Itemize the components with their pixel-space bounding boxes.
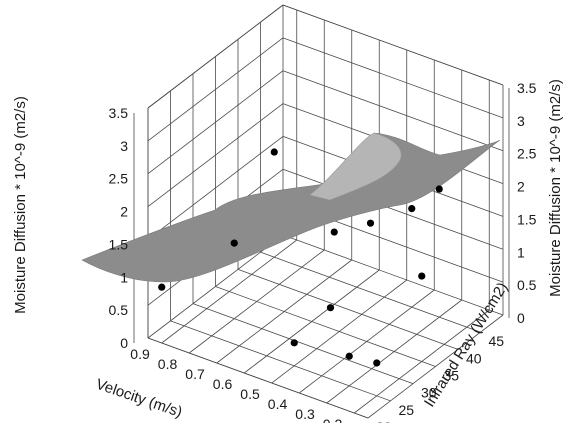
x-tick-label: 0.3 (295, 406, 315, 422)
x-tick-label: 0.4 (268, 396, 288, 412)
data-point (435, 185, 443, 193)
z-tick-label-right: 2.5 (517, 146, 537, 162)
z-tick-label-right: 2 (517, 179, 525, 195)
grid-line (147, 103, 284, 207)
x-tick-label: 0.6 (213, 376, 233, 392)
frame-edge (147, 4, 284, 109)
data-point (366, 219, 375, 227)
z-tick-label-left: 2 (120, 204, 128, 220)
grid-line (147, 136, 284, 240)
tick-labels: 0 0.5 1 1.5 2 2.5 3 3.5 0 0.5 1 1.5 2 2.5 3 3.5 0.9 0.8 0.… (109, 80, 537, 423)
data-point (418, 272, 426, 280)
x-axis-label: Velocity (m/s) (94, 376, 185, 421)
frame-edge (147, 337, 369, 419)
data-point (345, 352, 353, 360)
data-point (158, 283, 166, 291)
data-point (230, 239, 238, 247)
z-tick-label-left: 1.5 (109, 236, 129, 252)
grid-line (192, 303, 414, 385)
data-point (408, 204, 416, 213)
x-tick-label: 0.7 (185, 366, 205, 382)
z-axis-label-left: Moisture Diffusion * 10^-9 (m2/s) (12, 96, 29, 314)
x-tick-label: 0.8 (158, 356, 178, 372)
z-axis-label-right: Moisture Diffusion * 10^-9 (m2/s) (547, 79, 564, 297)
y-tick-label: 20 (376, 419, 392, 423)
y-tick-label: 35 (444, 368, 460, 384)
grid-line (282, 70, 504, 152)
grid-line (215, 286, 436, 367)
y-tick-label: 45 (489, 333, 505, 349)
surface (81, 132, 501, 283)
z-tick-label-left: 1 (120, 269, 128, 285)
data-point (326, 304, 335, 312)
grid-line (282, 234, 504, 316)
data-point (330, 228, 338, 236)
z-tick-label-left: 2.5 (109, 171, 129, 187)
data-point (270, 148, 278, 156)
y-tick-label: 40 (466, 350, 482, 366)
y-tick-label: 30 (421, 385, 437, 401)
grid-line (147, 70, 284, 175)
z-tick-label-right: 3.5 (517, 80, 537, 96)
x-tick-label: 0.9 (130, 346, 150, 362)
z-tick-label-left: 0 (120, 335, 128, 351)
surface-main (81, 132, 501, 283)
z-tick-label-right: 0 (517, 310, 525, 326)
grid-line (147, 37, 284, 142)
y-tick-label: 25 (399, 402, 415, 418)
z-tick-label-right: 1 (517, 244, 525, 260)
data-point (373, 359, 381, 367)
z-tick-label-right: 1.5 (517, 211, 537, 227)
data-points (158, 148, 443, 367)
grid-line (147, 234, 284, 339)
z-tick-label-left: 3 (120, 138, 128, 154)
surface-ridge (309, 132, 402, 201)
grid-line (170, 320, 391, 402)
z-tick-label-right: 3 (517, 113, 525, 129)
z-tick-label-right: 0.5 (517, 277, 537, 293)
frame-edge (282, 4, 504, 86)
grid-line (237, 268, 459, 350)
grid-line (282, 168, 504, 250)
x-tick-label: 0.5 (240, 386, 260, 402)
grid-line (260, 251, 481, 333)
data-point (290, 339, 298, 347)
frame-edge (367, 314, 504, 419)
z-tick-label-left: 0.5 (109, 302, 129, 318)
grid-line (282, 37, 504, 119)
z-tick-label-left: 3.5 (109, 105, 129, 121)
x-tick-label: 0.2 (323, 416, 343, 423)
